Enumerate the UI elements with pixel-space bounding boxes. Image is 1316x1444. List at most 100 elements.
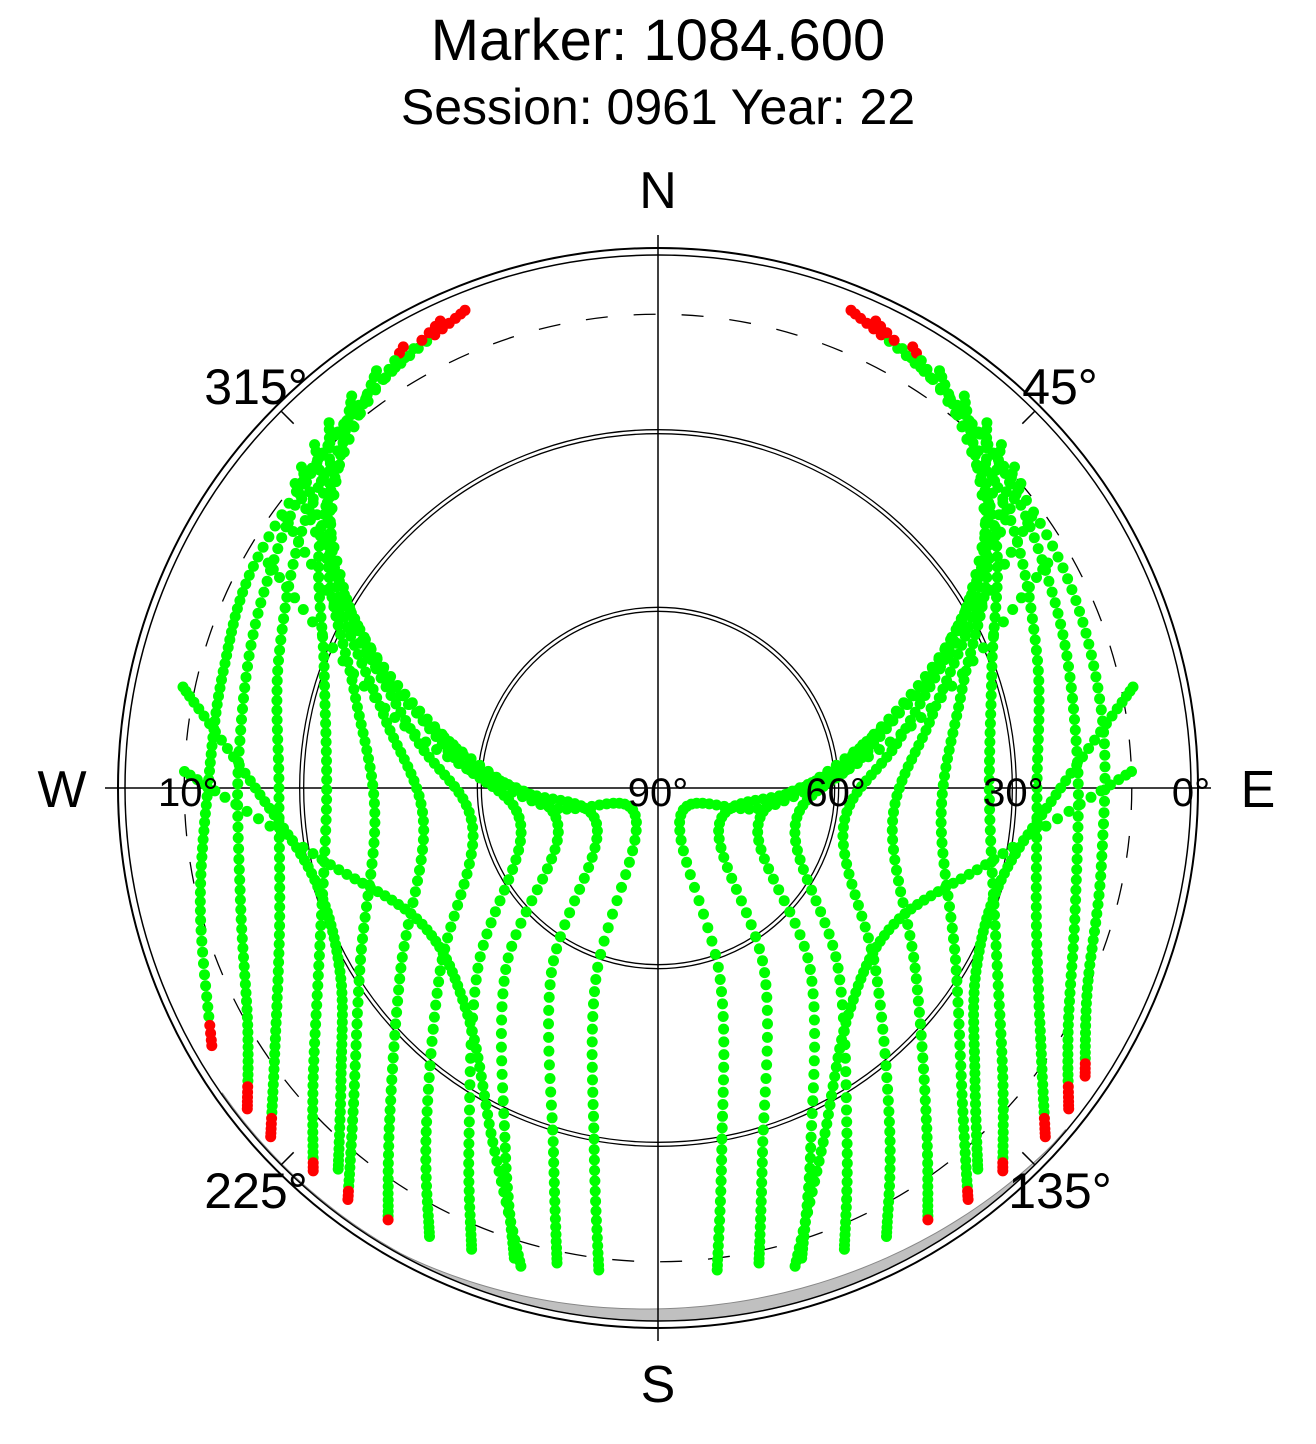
track-9-point-44 [551, 835, 563, 847]
track-25-point-2 [191, 774, 203, 786]
track-2-point-29 [252, 607, 264, 619]
track-3-point-53 [274, 891, 286, 903]
track-9-point-1 [292, 484, 304, 496]
track-4-point-30 [319, 680, 330, 692]
track-21-point-59 [761, 1004, 773, 1016]
track-10-point-72 [548, 1167, 560, 1179]
track-18-point-57 [871, 976, 883, 988]
track-8-point-74 [463, 1176, 475, 1188]
track-3-point-4 [377, 373, 388, 385]
track-4-point-41 [321, 784, 333, 796]
track-16-point-62 [953, 1018, 965, 1030]
track-14-point-84 [1039, 1131, 1051, 1143]
track-20-point-8 [978, 566, 989, 578]
track-8-point-69 [463, 1127, 475, 1139]
track-26-point-52 [824, 1099, 836, 1111]
track-1-point-78 [201, 991, 213, 1003]
track-22-point-17 [884, 736, 896, 748]
track-1-point-44 [214, 682, 226, 694]
elevation-label-60: 60° [805, 771, 866, 815]
track-12-point-29 [1057, 562, 1069, 574]
track-22-point-15 [905, 720, 917, 732]
track-22-point-43 [674, 816, 686, 828]
track-11-point-12 [369, 692, 381, 704]
track-10-point-25 [474, 759, 486, 771]
track-6-point-70 [384, 1113, 396, 1125]
track-16-point-41 [936, 797, 948, 809]
track-14-point-24 [1025, 602, 1037, 614]
track-11-point-3 [281, 581, 293, 593]
track-22-point-2 [1031, 572, 1042, 583]
track-22-point-68 [716, 1122, 728, 1134]
track-19-point-48 [801, 874, 813, 886]
track-13-point-63 [1066, 960, 1078, 972]
track-24-point-10 [1077, 751, 1088, 763]
track-11-point-70 [588, 1144, 600, 1156]
track-11-point-8 [327, 642, 339, 654]
track-20-point-11 [959, 607, 971, 619]
track-22-point-9 [967, 655, 979, 667]
track-3-point-19 [290, 547, 302, 559]
track-22-point-63 [718, 1061, 730, 1073]
track-6-point-84 [382, 1214, 394, 1226]
track-17-point-70 [920, 1113, 932, 1125]
track-7-point-68 [421, 1106, 433, 1117]
track-17-point-22 [948, 657, 960, 669]
track-21-point-45 [715, 842, 727, 854]
track-23-point-6 [204, 718, 216, 730]
track-17-point-41 [888, 806, 899, 818]
track-21-point-48 [726, 872, 738, 884]
track-18-point-45 [839, 848, 851, 860]
track-20-point-53 [794, 929, 806, 941]
track-7-point-71 [420, 1135, 432, 1147]
cutoff-circle [183, 313, 1133, 1263]
track-17-point-68 [919, 1094, 931, 1106]
track-7-point-45 [465, 848, 477, 860]
track-16-point-50 [942, 890, 954, 902]
track-10-point-3 [293, 535, 305, 547]
track-21-point-47 [721, 862, 733, 873]
azimuth-tick-45 [1021, 410, 1036, 425]
track-18-point-48 [846, 878, 858, 890]
track-21-point-53 [750, 931, 762, 943]
track-7-point-73 [420, 1154, 432, 1166]
track-25 [179, 766, 527, 1272]
track-20-point-16 [926, 661, 938, 673]
track-3-point-43 [273, 792, 285, 804]
track-9-point-15 [371, 652, 383, 664]
track-14-point-31 [1033, 675, 1045, 687]
track-13-point-67 [1064, 995, 1075, 1007]
track-14-point-4 [928, 373, 939, 385]
track-12-point-52 [1098, 818, 1109, 830]
track-21-point-50 [735, 895, 747, 907]
track-9-point-8 [327, 566, 338, 578]
track-14-point-30 [1032, 665, 1044, 677]
track-12-point-34 [1077, 616, 1089, 628]
track-22-point-31 [743, 803, 755, 815]
track-10-point-69 [547, 1136, 559, 1148]
track-21-point-60 [762, 1018, 773, 1030]
track-6-point-49 [409, 886, 421, 898]
track-7-point-6 [320, 500, 332, 512]
track-18-point-2 [992, 454, 1004, 466]
track-26-point-44 [838, 1025, 850, 1037]
track-13-point-57 [1069, 904, 1081, 916]
track-4-point-42 [321, 794, 333, 806]
track-11-point-28 [535, 799, 547, 810]
track-26-point-4 [1095, 785, 1107, 797]
track-21-point-73 [756, 1177, 768, 1189]
track-15-point-23 [989, 611, 1001, 623]
track-10-point-47 [583, 862, 595, 873]
track-18-point-71 [884, 1135, 896, 1147]
track-22-point-78 [713, 1223, 725, 1235]
elevation-circle-30 [299, 429, 1017, 1147]
track-19-point-1 [1006, 468, 1018, 480]
track-3-point-33 [271, 695, 283, 706]
track-3-point-37 [272, 733, 284, 745]
track-16-point-47 [938, 858, 950, 870]
track-11-point-51 [607, 908, 618, 920]
track-10-point-77 [549, 1213, 561, 1225]
track-22-point-64 [718, 1074, 729, 1086]
track-13-point-61 [1067, 942, 1079, 954]
track-11-point-69 [588, 1133, 600, 1145]
